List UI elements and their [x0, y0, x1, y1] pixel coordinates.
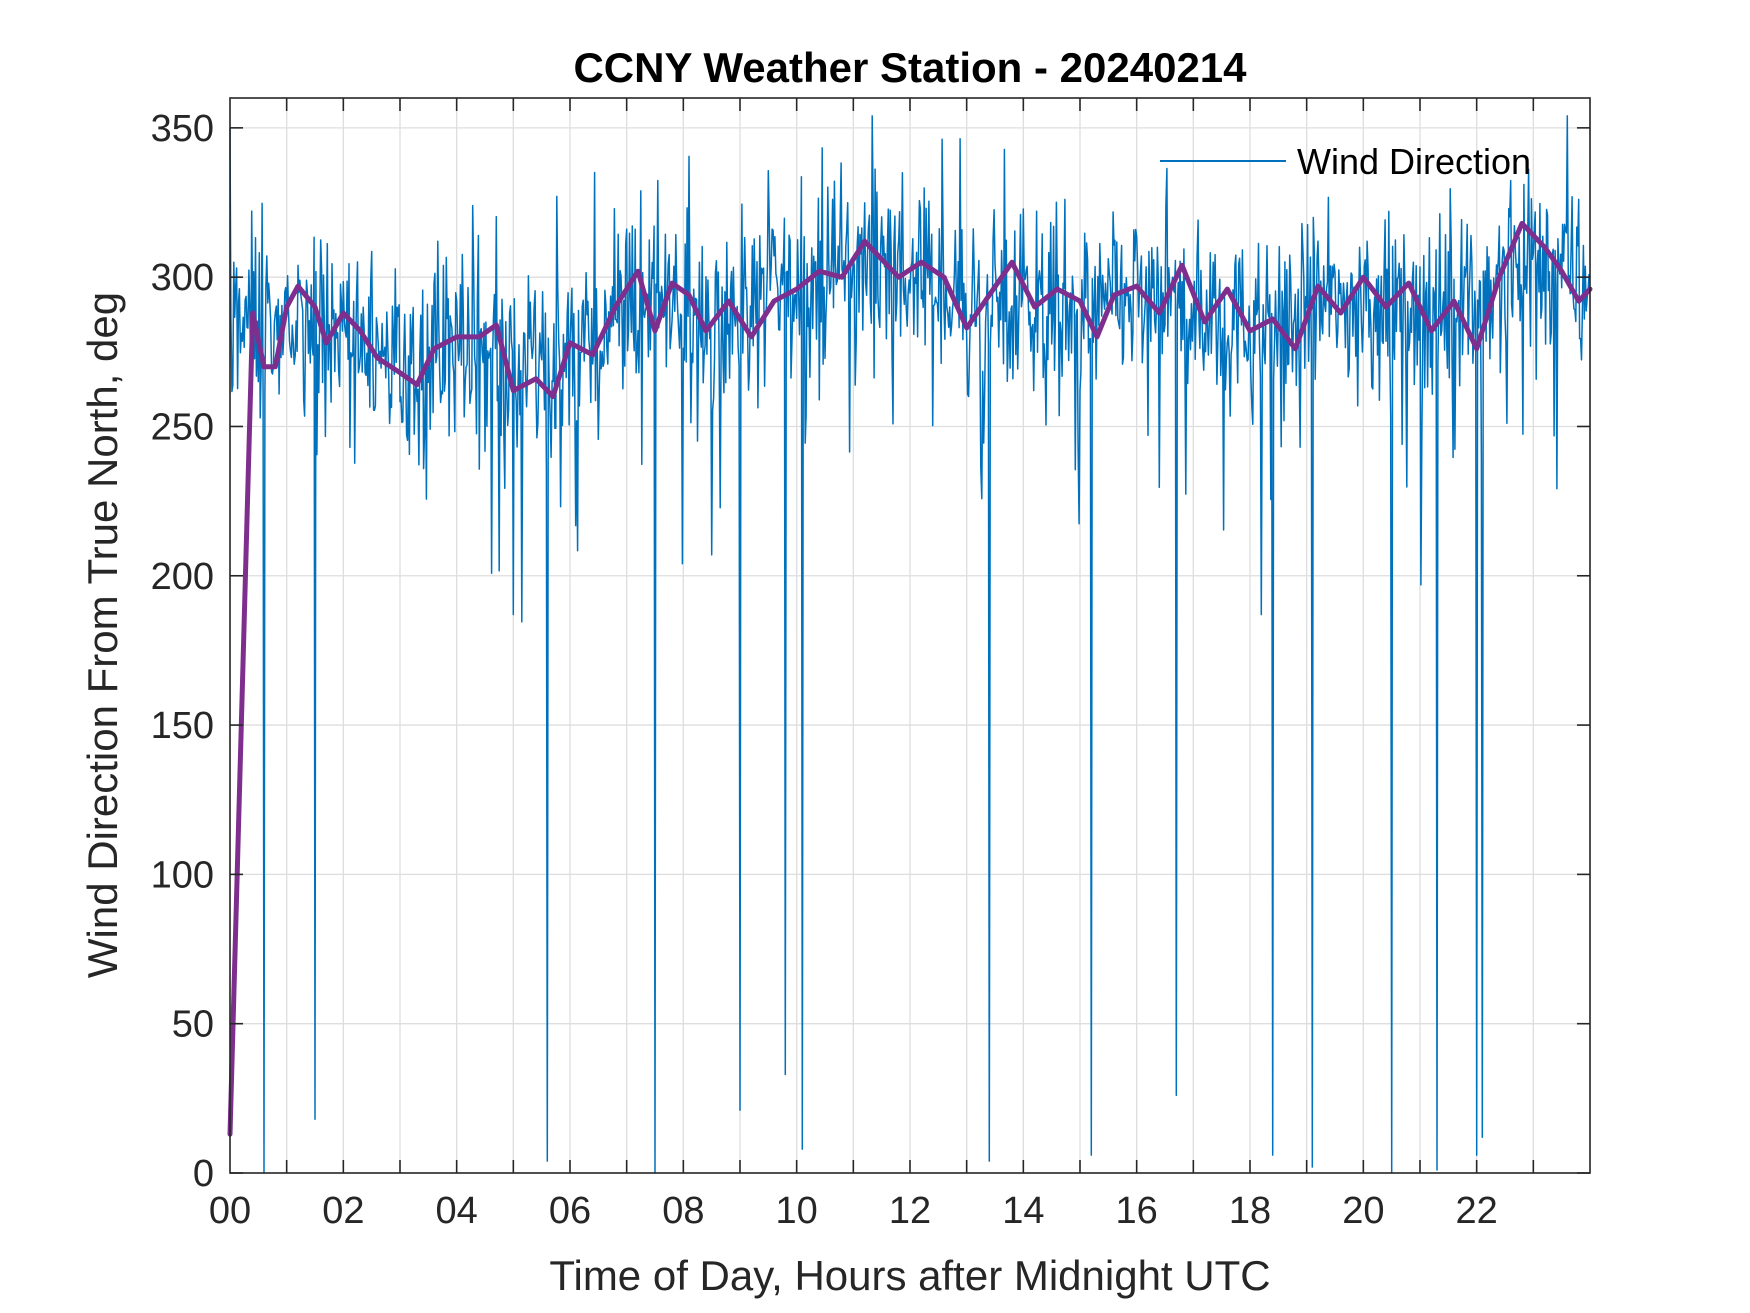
x-tick-label: 04	[436, 1190, 478, 1232]
y-axis-label: Wind Direction From True North, deg	[79, 292, 126, 978]
x-tick-label: 08	[662, 1190, 704, 1232]
x-axis-label: Time of Day, Hours after Midnight UTC	[549, 1252, 1270, 1299]
x-tick-label: 12	[889, 1190, 931, 1232]
chart-title: CCNY Weather Station - 20240214	[573, 44, 1247, 91]
y-tick-label: 100	[151, 854, 214, 896]
y-tick-label: 50	[172, 1004, 214, 1046]
y-tick-label: 300	[151, 257, 214, 299]
y-tick-label: 150	[151, 705, 214, 747]
x-tick-label: 06	[549, 1190, 591, 1232]
x-tick-label: 22	[1456, 1190, 1498, 1232]
y-tick-label: 250	[151, 406, 214, 448]
tick-labels: 00 02 04 06 08 10 12 14 16 18 20 22 0 50 100 150 200 250 3…	[151, 108, 1498, 1232]
x-tick-label: 16	[1116, 1190, 1158, 1232]
legend-entry-wind-direction: Wind Direction	[1297, 141, 1531, 182]
y-tick-label: 350	[151, 108, 214, 150]
series-wind-direction	[229, 115, 1590, 1174]
x-tick-label: 10	[776, 1190, 818, 1232]
y-tick-label: 0	[193, 1153, 214, 1195]
series-layer	[227, 115, 1593, 1174]
legend: Wind Direction	[1160, 141, 1531, 182]
x-tick-label: 14	[1002, 1190, 1044, 1232]
y-tick-label: 200	[151, 556, 214, 598]
ticks	[230, 98, 1590, 1174]
x-tick-label: 02	[322, 1190, 364, 1232]
x-tick-label: 00	[209, 1190, 251, 1232]
x-tick-label: 18	[1229, 1190, 1271, 1232]
x-tick-label: 20	[1342, 1190, 1384, 1232]
series-running-mean	[227, 220, 1593, 1137]
